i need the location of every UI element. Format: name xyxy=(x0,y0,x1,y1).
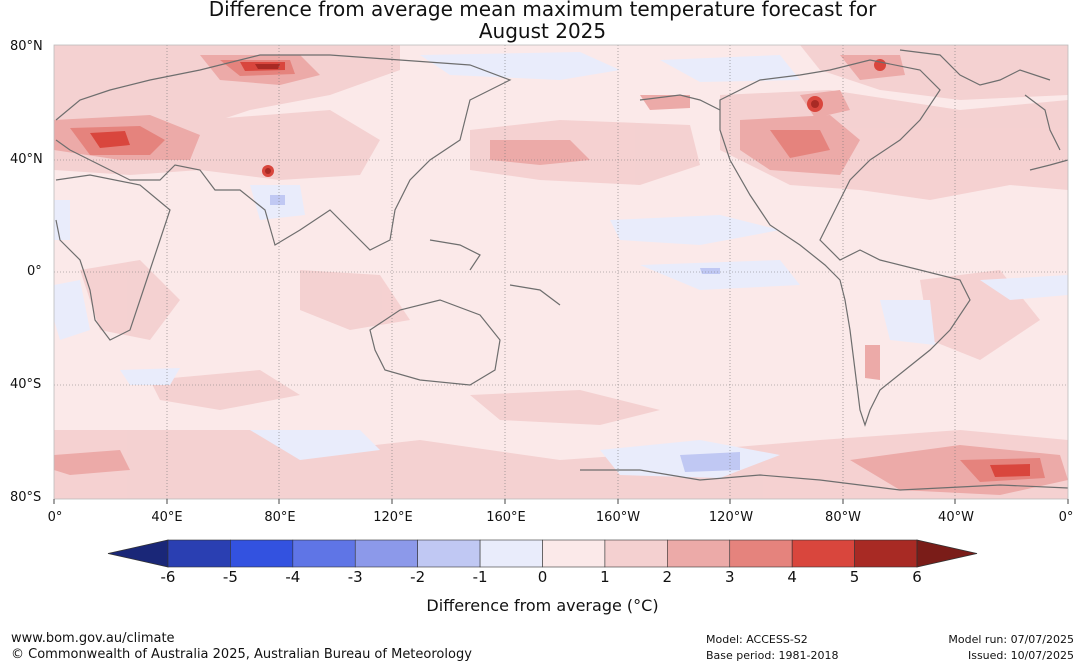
colorbar-tick-label: -2 xyxy=(410,568,426,586)
coastlines xyxy=(55,49,1069,491)
colorbar-label: Difference from average (°C) xyxy=(426,596,659,615)
colorbar-tick-label: 0 xyxy=(537,568,548,586)
footer-website[interactable]: www.bom.gov.au/climate xyxy=(11,631,175,646)
lon-label-80w: 80°W xyxy=(825,510,861,525)
footer-model-run: Model run: 07/07/2025 xyxy=(948,633,1074,646)
footer-base-period: Base period: 1981-2018 xyxy=(706,649,839,662)
colorbar-tick-label: -1 xyxy=(472,568,488,586)
colorbar-segment xyxy=(667,539,731,568)
lon-label-120w: 120°W xyxy=(708,510,754,525)
lat-label-40n: 40°N xyxy=(10,152,43,167)
lon-label-40e: 40°E xyxy=(151,510,183,525)
colorbar-tick-label: 5 xyxy=(849,568,860,586)
lat-label-40s: 40°S xyxy=(10,377,42,392)
footer-copyright: © Commonwealth of Australia 2025, Austra… xyxy=(11,647,472,662)
title-line-1: Difference from average mean maximum tem… xyxy=(208,0,877,21)
colorbar-segment xyxy=(542,539,606,568)
colorbar-segment xyxy=(417,539,481,568)
colorbar-segment xyxy=(729,539,793,568)
lon-label-80e: 80°E xyxy=(264,510,296,525)
anomaly-cool-stronger-regions xyxy=(270,195,740,472)
anomaly-1-2-regions xyxy=(54,45,1068,499)
colorbar-segment xyxy=(479,539,543,568)
lon-tick-marks xyxy=(53,499,1069,504)
colorbar-segment xyxy=(230,539,294,568)
lon-label-40w: 40°W xyxy=(938,510,974,525)
colorbar-tick-label: 6 xyxy=(912,568,922,586)
colorbar-segment xyxy=(854,539,918,568)
colorbar-tick-label: 4 xyxy=(787,568,797,586)
footer-issued: Issued: 10/07/2025 xyxy=(967,649,1074,662)
colorbar-tick-label: 3 xyxy=(724,568,735,586)
colorbar-segment xyxy=(292,539,356,568)
lon-label-160e: 160°E xyxy=(486,510,526,525)
colorbar-segment xyxy=(167,539,231,568)
title-line-2: August 2025 xyxy=(478,19,607,43)
gridlines xyxy=(54,45,1068,499)
lat-label-80s: 80°S xyxy=(10,490,42,505)
lat-label-0: 0° xyxy=(27,264,42,279)
footer-model: Model: ACCESS-S2 xyxy=(706,633,808,646)
lon-label-0-left: 0° xyxy=(47,510,63,525)
colorbar-tick-label: 1 xyxy=(600,568,610,586)
lat-label-80n: 80°N xyxy=(10,39,43,54)
colorbar-segment xyxy=(604,539,668,568)
lon-label-160w: 160°W xyxy=(595,510,641,525)
colorbar-tick-label: -3 xyxy=(347,568,363,586)
lon-label-120e: 120°E xyxy=(373,510,413,525)
anomaly-6-plus-regions xyxy=(255,64,819,174)
colorbar-segment xyxy=(354,539,418,568)
colorbar-tick-label: -5 xyxy=(222,568,238,586)
colorbar-tick-label: 2 xyxy=(662,568,673,586)
colorbar-extend-low xyxy=(107,539,169,568)
map-frame xyxy=(53,44,1069,500)
colorbar-extend-high xyxy=(916,539,978,568)
colorbar-tick-label: -6 xyxy=(160,568,176,586)
lon-label-0-right: 0° xyxy=(1058,510,1074,525)
colorbar-segment xyxy=(791,539,855,568)
colorbar xyxy=(107,539,978,568)
colorbar-tick-label: -4 xyxy=(285,568,301,586)
